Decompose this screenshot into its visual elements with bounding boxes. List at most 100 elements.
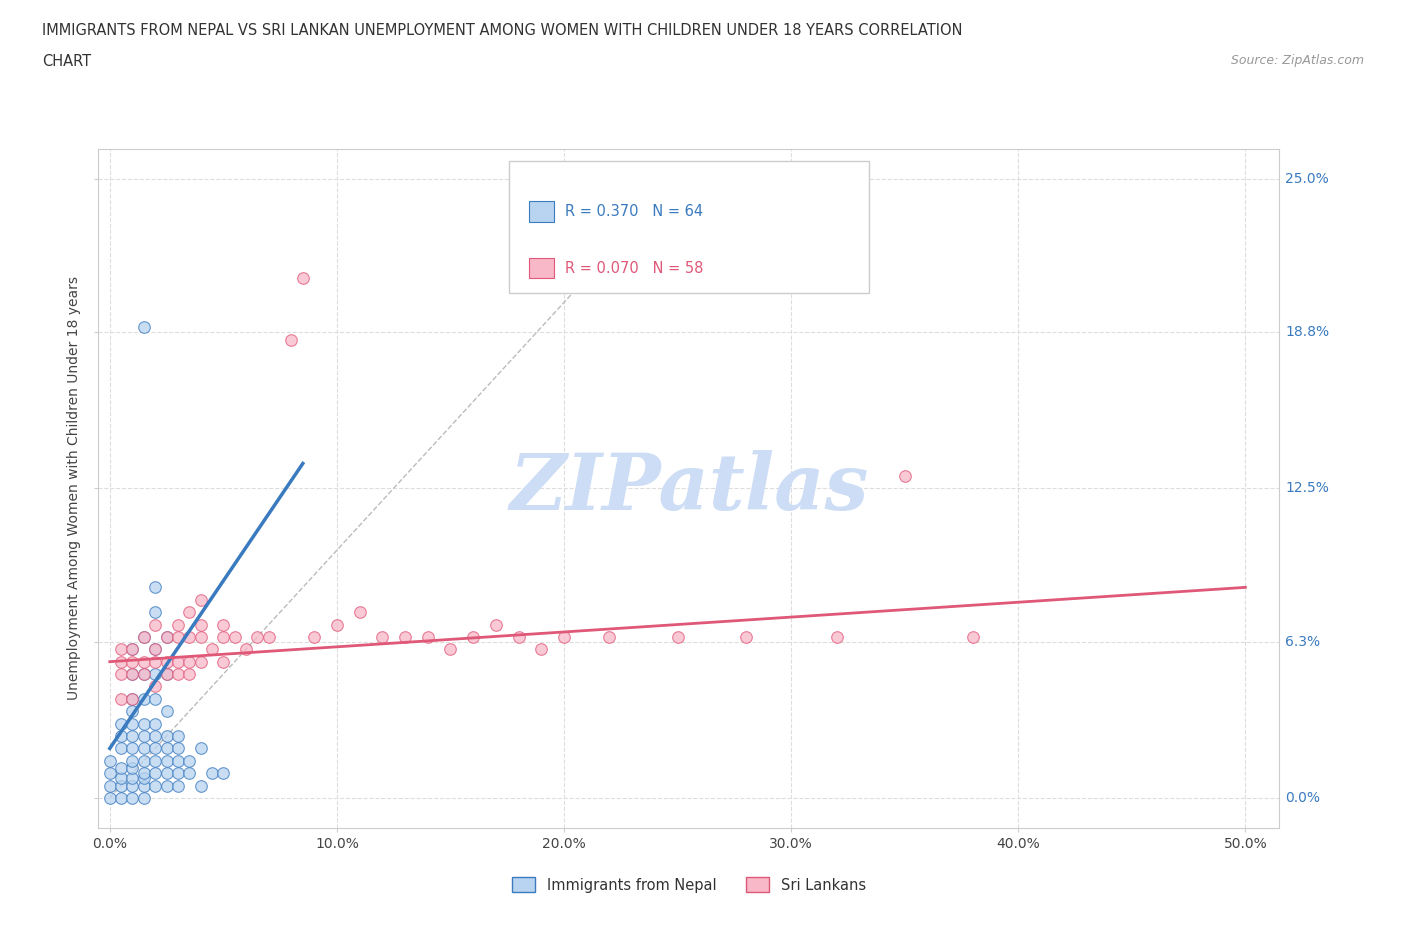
Point bbox=[167, 753, 190, 768]
Point bbox=[110, 642, 132, 657]
Point bbox=[121, 691, 143, 706]
Point bbox=[110, 790, 132, 805]
Point bbox=[508, 630, 530, 644]
Point bbox=[132, 630, 155, 644]
Point bbox=[463, 630, 485, 644]
Point bbox=[110, 761, 132, 776]
Text: CHART: CHART bbox=[42, 54, 91, 69]
Point bbox=[143, 741, 166, 756]
Point bbox=[190, 741, 212, 756]
Text: 6.3%: 6.3% bbox=[1285, 635, 1320, 649]
Point bbox=[143, 642, 166, 657]
Point bbox=[530, 642, 553, 657]
Point bbox=[167, 618, 190, 632]
Point bbox=[143, 618, 166, 632]
Point bbox=[326, 618, 349, 632]
Point bbox=[110, 741, 132, 756]
Point bbox=[190, 654, 212, 669]
Point bbox=[132, 630, 155, 644]
Point bbox=[212, 654, 235, 669]
Point bbox=[110, 654, 132, 669]
Point bbox=[143, 642, 166, 657]
Point bbox=[190, 592, 212, 607]
Point bbox=[121, 771, 143, 786]
Point bbox=[212, 618, 235, 632]
Point bbox=[155, 630, 177, 644]
Point bbox=[121, 667, 143, 682]
Point bbox=[201, 642, 224, 657]
Text: ZIPatlas: ZIPatlas bbox=[509, 450, 869, 526]
Point bbox=[179, 630, 201, 644]
Point bbox=[371, 630, 394, 644]
Point bbox=[155, 765, 177, 780]
Point bbox=[98, 753, 121, 768]
Text: R = 0.370   N = 64: R = 0.370 N = 64 bbox=[565, 204, 703, 219]
Point bbox=[167, 654, 190, 669]
Point bbox=[110, 728, 132, 743]
Point bbox=[143, 604, 166, 619]
Text: 0.0%: 0.0% bbox=[1285, 791, 1320, 805]
Point bbox=[734, 630, 756, 644]
Point bbox=[121, 691, 143, 706]
Point bbox=[98, 790, 121, 805]
Point bbox=[201, 765, 224, 780]
Point bbox=[121, 778, 143, 793]
Point bbox=[246, 630, 269, 644]
Point bbox=[155, 778, 177, 793]
Point bbox=[110, 691, 132, 706]
Point bbox=[179, 753, 201, 768]
Point bbox=[155, 753, 177, 768]
Point bbox=[235, 642, 257, 657]
Point bbox=[416, 630, 439, 644]
Point bbox=[224, 630, 246, 644]
Point bbox=[143, 580, 166, 595]
Text: IMMIGRANTS FROM NEPAL VS SRI LANKAN UNEMPLOYMENT AMONG WOMEN WITH CHILDREN UNDER: IMMIGRANTS FROM NEPAL VS SRI LANKAN UNEM… bbox=[42, 23, 963, 38]
Text: 12.5%: 12.5% bbox=[1285, 481, 1329, 496]
Point bbox=[121, 753, 143, 768]
Point bbox=[121, 790, 143, 805]
Point bbox=[121, 642, 143, 657]
Point bbox=[179, 604, 201, 619]
Point bbox=[98, 765, 121, 780]
Point bbox=[167, 778, 190, 793]
Point bbox=[121, 741, 143, 756]
Point bbox=[132, 778, 155, 793]
Point bbox=[257, 630, 280, 644]
Text: R = 0.070   N = 58: R = 0.070 N = 58 bbox=[565, 260, 703, 275]
Point bbox=[143, 654, 166, 669]
Point bbox=[212, 630, 235, 644]
Point bbox=[893, 469, 915, 484]
Point bbox=[132, 728, 155, 743]
Text: Source: ZipAtlas.com: Source: ZipAtlas.com bbox=[1230, 54, 1364, 67]
Point bbox=[132, 320, 155, 335]
Point bbox=[143, 679, 166, 694]
Point bbox=[485, 618, 508, 632]
Point bbox=[155, 728, 177, 743]
Point bbox=[962, 630, 984, 644]
Point bbox=[825, 630, 848, 644]
Point bbox=[143, 716, 166, 731]
Point bbox=[190, 618, 212, 632]
Point bbox=[132, 771, 155, 786]
Point bbox=[143, 728, 166, 743]
Point bbox=[280, 332, 302, 347]
Point bbox=[291, 271, 314, 286]
Point bbox=[553, 630, 575, 644]
Point bbox=[132, 667, 155, 682]
Point bbox=[666, 630, 689, 644]
Point bbox=[110, 667, 132, 682]
Point bbox=[167, 667, 190, 682]
Point bbox=[121, 667, 143, 682]
Point bbox=[179, 654, 201, 669]
Point bbox=[167, 630, 190, 644]
Point bbox=[155, 741, 177, 756]
Point bbox=[143, 691, 166, 706]
Point bbox=[121, 642, 143, 657]
Point bbox=[155, 654, 177, 669]
Point bbox=[132, 716, 155, 731]
Point bbox=[167, 728, 190, 743]
Text: 25.0%: 25.0% bbox=[1285, 171, 1329, 185]
Point bbox=[121, 716, 143, 731]
Y-axis label: Unemployment Among Women with Children Under 18 years: Unemployment Among Women with Children U… bbox=[67, 276, 82, 700]
Point bbox=[598, 630, 620, 644]
